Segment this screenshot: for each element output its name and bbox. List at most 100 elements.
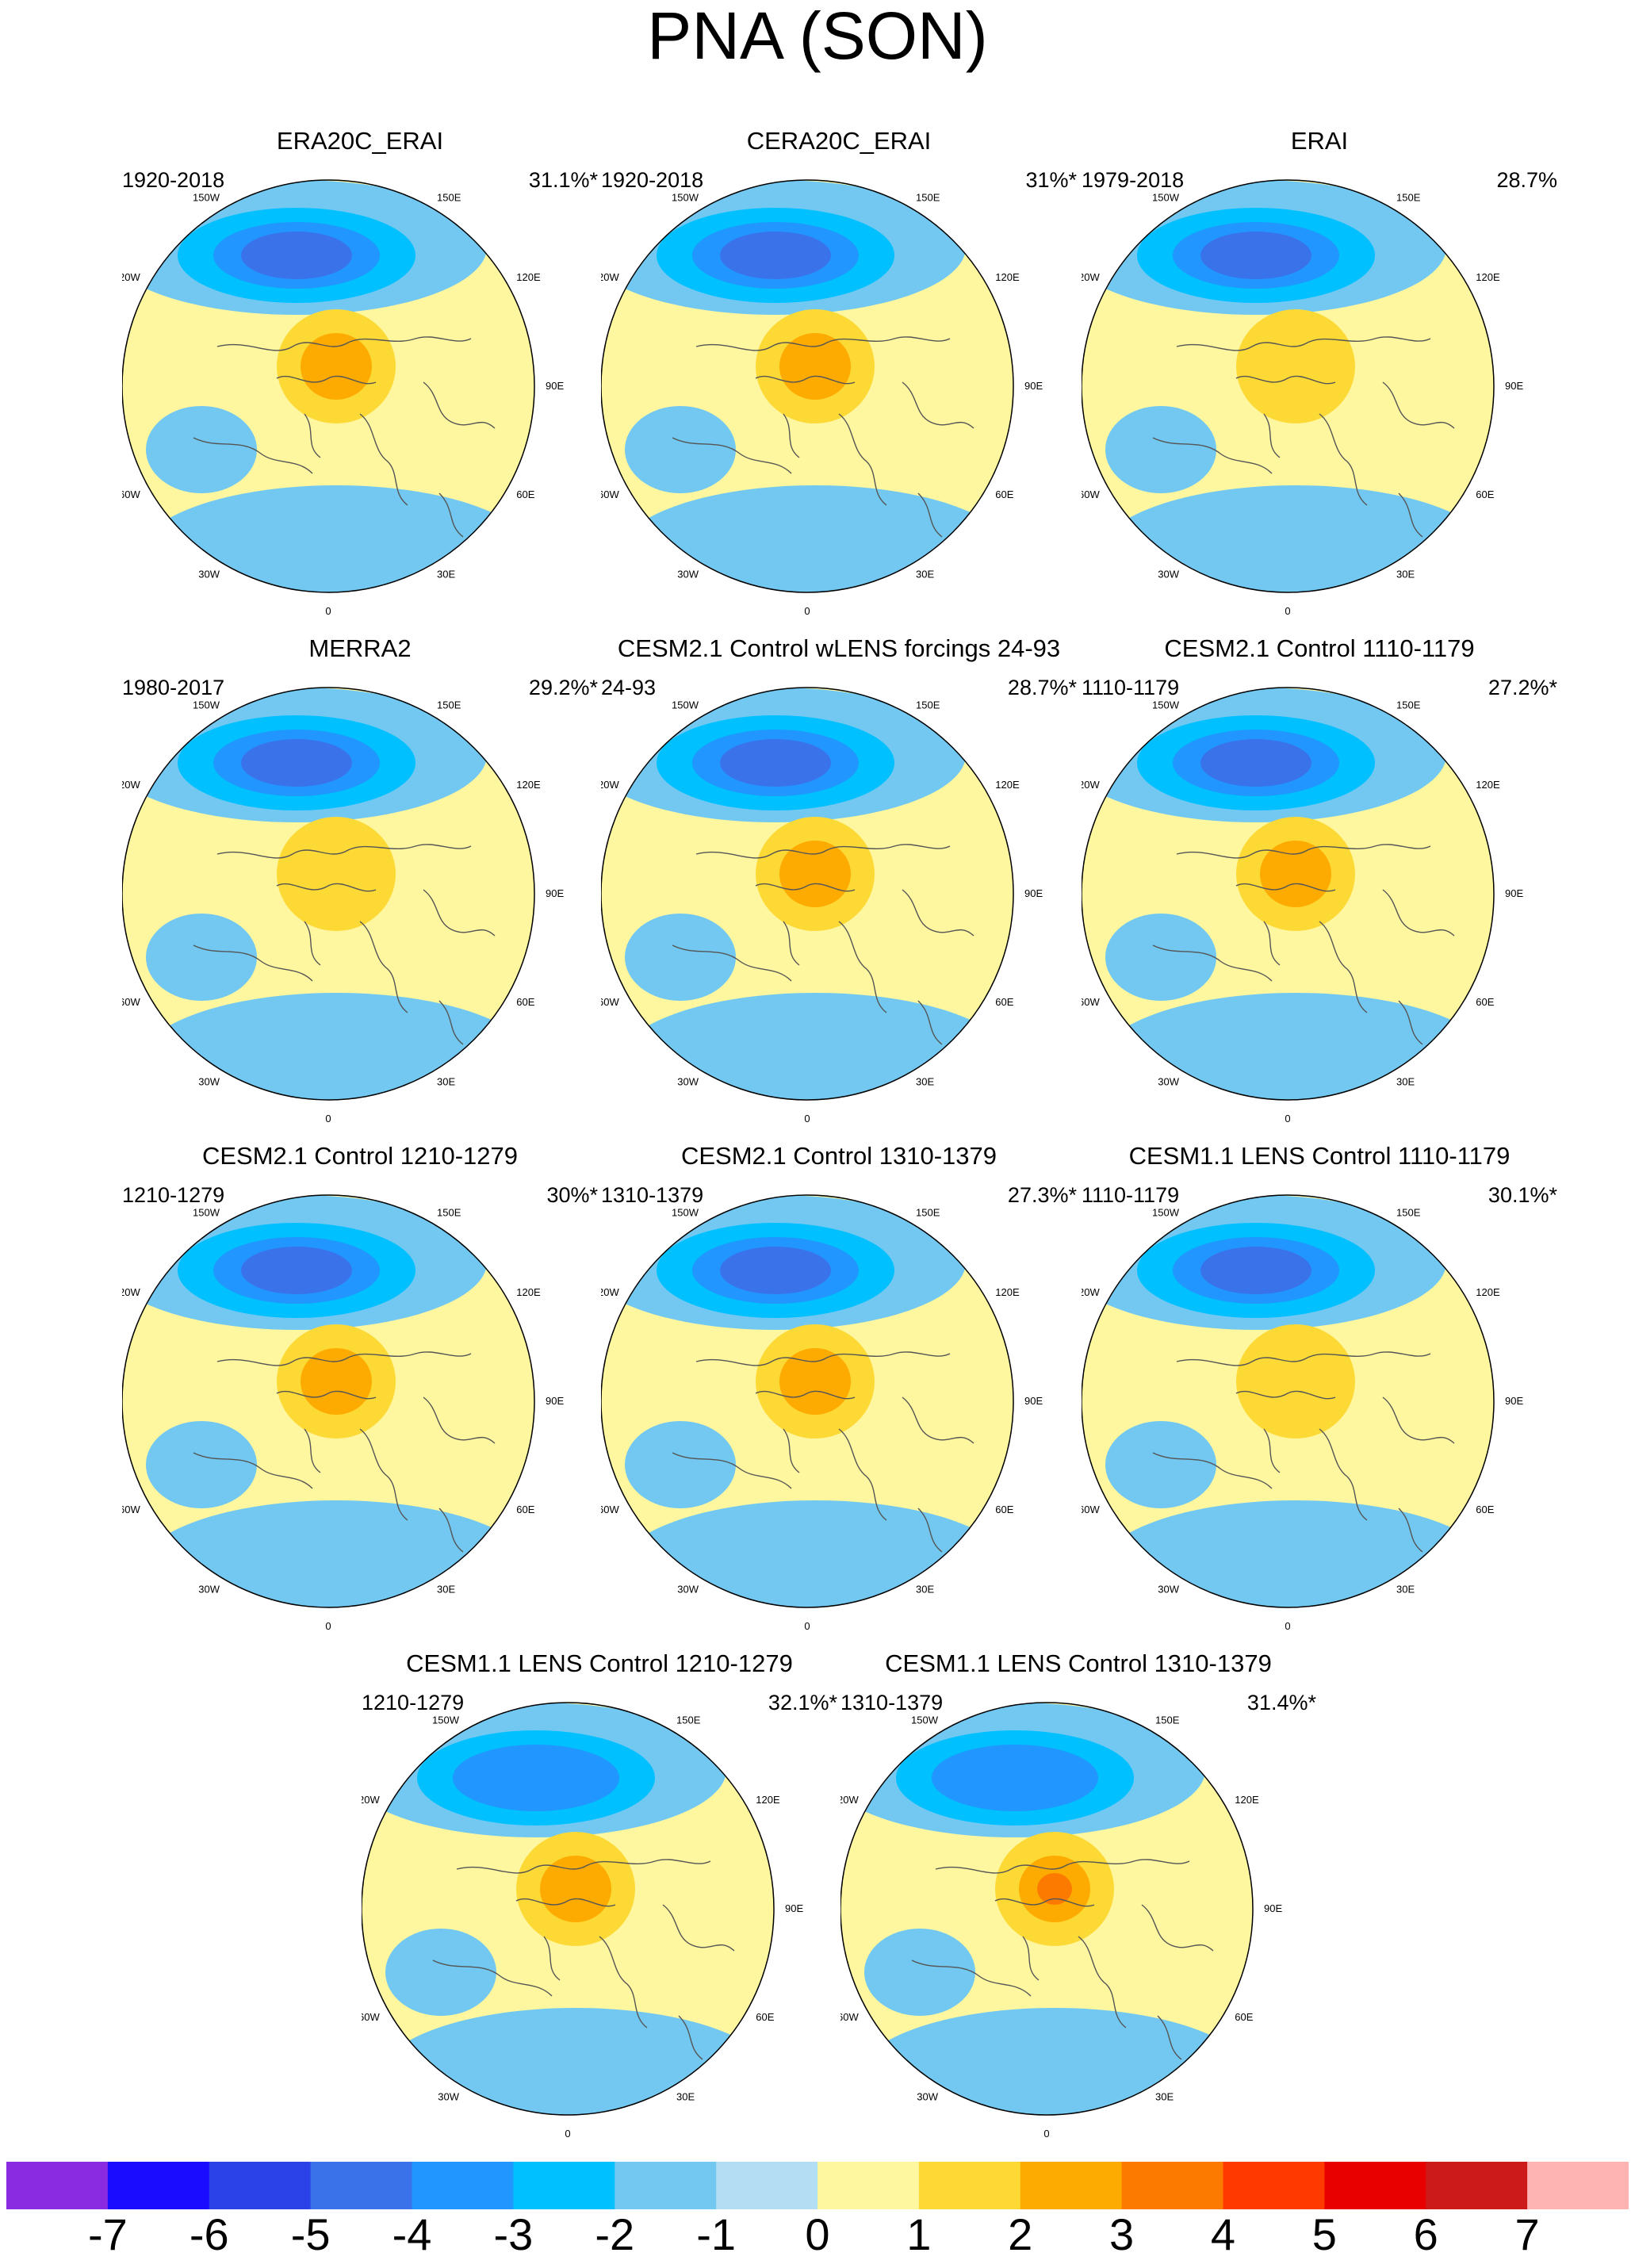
longitude-label: 150W [1152,192,1180,204]
colorbar-swatch [1020,2162,1123,2209]
longitude-label: 30E [1396,1583,1415,1595]
colorbar-swatch [1324,2162,1426,2209]
longitude-label: 120E [516,1286,541,1298]
colorbar-swatch [310,2162,413,2209]
negative-contour-level [1200,1247,1311,1294]
longitude-label: 120W [1082,1286,1100,1298]
map-boundary [1082,687,1495,1101]
coastline [515,1898,616,1907]
longitude-label: 150E [1155,1714,1180,1726]
positive-contour-level [779,1348,851,1415]
longitude-label: 60E [516,996,534,1008]
panel-title: CESM2.1 Control wLENS forcings 24-93 [617,634,1061,662]
negative-anomaly-region [1097,1500,1494,1607]
panel-title: CESM1.1 LENS Control 1310-1379 [885,1649,1272,1677]
longitude-label: 150E [916,1207,940,1219]
longitude-label: 30E [1396,568,1415,580]
negative-anomaly-region [617,993,1013,1100]
colorbar-label: 6 [1413,2209,1438,2259]
coastline [1157,2015,1182,2060]
coastline [1263,921,1281,966]
negative-anomaly-region [377,2008,774,2115]
negative-anomaly-region [146,1421,257,1508]
coastline [304,1428,321,1473]
panel-variance: 31.4%* [1246,1691,1316,1714]
coastline [1398,492,1423,538]
coastline [838,921,887,1013]
coastline [216,1351,472,1366]
polar-map: 180150E120E90E60E30E030W60W90W120W150W [1082,179,1523,617]
longitude-label: 60E [995,1504,1013,1515]
colorbar [6,2162,1629,2209]
coastline [1263,413,1281,458]
longitude-label: 120W [1082,779,1100,791]
coastline [1152,1452,1273,1489]
negative-contour-level [241,232,352,279]
map-boundary [122,687,535,1101]
coastline [1382,1396,1455,1444]
panel-period: 1310-1379 [601,1183,704,1207]
coastline [276,375,377,385]
negative-anomaly-region [146,914,257,1001]
positive-contour-level [277,817,396,931]
longitude-label: 120W [601,779,619,791]
map-panel: ERAI1979-201828.7%180150E120E90E60E30E03… [1082,127,1557,634]
negative-contour-level [241,1247,352,1294]
longitude-label: 30W [198,1075,220,1087]
colorbar-label: -6 [189,2209,229,2259]
longitude-label: 30W [198,568,220,580]
panel-variance: 28.7% [1496,168,1557,192]
negative-anomaly-region [146,406,257,493]
longitude-label: 60W [601,1504,619,1515]
map-boundary [362,1702,775,2116]
longitude-label: 30E [916,1583,934,1595]
longitude-label: 90E [1505,380,1523,392]
map-panel: CESM2.1 Control 1310-1379 1310-1379 27.3%*… [601,1142,1077,1649]
longitude-label: 30W [1158,568,1179,580]
longitude-label: 120W [1082,271,1100,283]
colorbar-label: 5 [1311,2209,1337,2259]
longitude-label: 60E [756,2011,774,2023]
longitude-label: 150W [672,699,699,711]
longitude-label: 0 [325,605,331,617]
longitude-label: 30W [198,1583,220,1595]
longitude-label: 60W [122,1504,140,1515]
negative-anomaly-region [385,1929,496,2016]
colorbar-swatch [412,2162,514,2209]
positive-contour-level [779,333,851,400]
coastline [902,889,974,937]
coastline [838,1428,887,1521]
coastline [1176,844,1431,859]
colorbar-label: 1 [906,2209,932,2259]
map-panel: CESM1.1 LENS Control 1310-1379 1310-1379 3… [840,1649,1316,2157]
longitude-label: 60W [601,488,619,500]
longitude-label: 60W [840,2011,859,2023]
longitude-label: 120E [1476,779,1500,791]
longitude-label: 150E [437,1207,461,1219]
coastline [432,1960,553,1997]
panel-period: 1310-1379 [840,1691,944,1714]
longitude-label: 60W [1082,1504,1100,1515]
coastline [599,1936,648,2029]
negative-anomaly-region [625,914,736,1001]
longitude-label: 0 [1043,2128,1049,2140]
polar-map: 180150E120E90E60E30E030W60W90W120W150W [122,1194,564,1632]
coastline [1382,889,1455,937]
longitude-label: 120E [995,1286,1020,1298]
coastline [755,883,856,892]
longitude-label: 150W [193,1207,220,1219]
longitude-label: 150E [1396,192,1421,204]
longitude-label: 30E [437,568,455,580]
coastline [216,336,472,351]
coastline [672,944,792,982]
polar-map: 180150E120E90E60E30E030W60W90W120W150W [122,179,564,617]
coastline [695,844,951,859]
longitude-label: 0 [325,1113,331,1124]
negative-anomaly-region [1097,993,1494,1100]
coastline [193,437,313,474]
negative-anomaly-region [138,485,534,592]
coastline [695,336,951,351]
colorbar-swatch [209,2162,312,2209]
map-boundary [601,1194,1014,1608]
colorbar-swatch [1527,2162,1629,2209]
